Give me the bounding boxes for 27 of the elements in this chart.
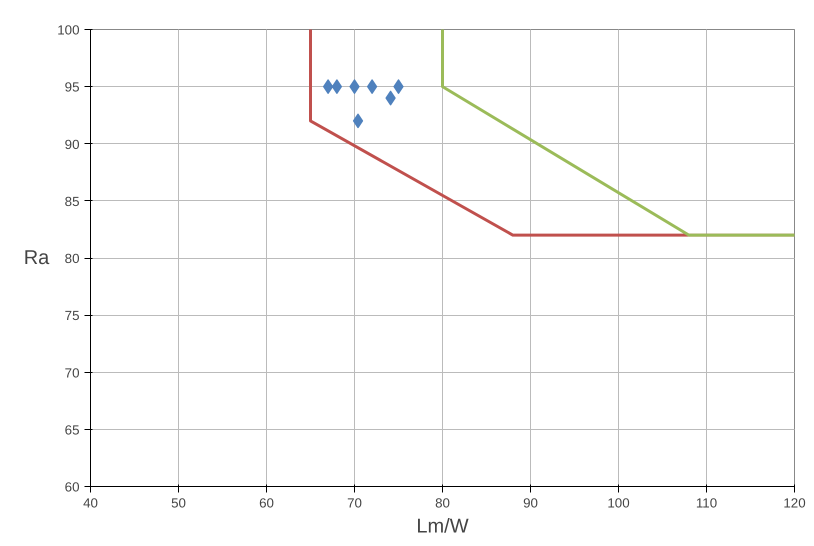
point <box>393 79 404 94</box>
x-axis-title: Lm/W <box>416 516 469 538</box>
x-tick-label: 100 <box>607 496 630 510</box>
x-tick-label: 50 <box>171 496 186 510</box>
y-tick-label: 80 <box>64 251 80 266</box>
point <box>332 79 342 94</box>
y-tick-label: 90 <box>64 136 80 152</box>
point <box>366 79 378 94</box>
point <box>385 90 396 106</box>
x-tick-label: 40 <box>83 496 98 510</box>
x-tick-label: 90 <box>523 496 538 510</box>
x-tick-label: 70 <box>347 496 362 510</box>
x-tick-label: 120 <box>783 496 806 510</box>
y-axis-title: Ra <box>24 247 50 269</box>
y-tick-label: 85 <box>64 194 80 209</box>
y-tick-label: 95 <box>64 80 80 95</box>
y-tick-label: 100 <box>57 22 80 38</box>
point <box>352 113 364 128</box>
point <box>322 79 334 94</box>
y-tick-label: 65 <box>64 422 80 438</box>
y-tick-label: 70 <box>64 365 80 380</box>
x-tick-label: 60 <box>259 496 274 510</box>
point <box>349 79 360 94</box>
x-tick-label: 80 <box>435 496 450 510</box>
x-tick-label: 110 <box>696 496 718 510</box>
y-tick-label: 75 <box>64 308 80 324</box>
y-tick-label: 60 <box>64 480 80 494</box>
